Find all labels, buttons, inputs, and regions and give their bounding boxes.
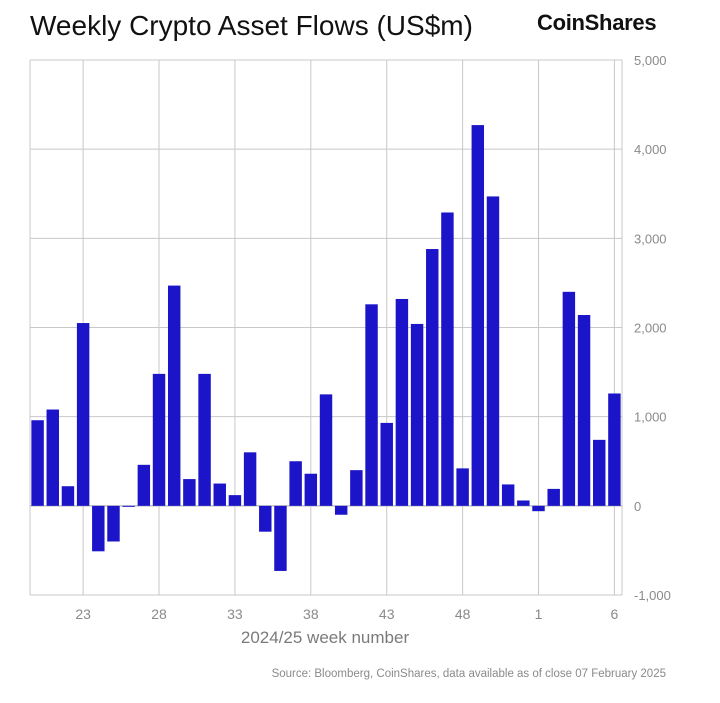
bar: [380, 422, 393, 506]
coinshares-logo: CoinShares: [537, 10, 657, 35]
y-tick-label: 2,000: [634, 321, 667, 336]
bar: [122, 505, 135, 507]
bar: [562, 291, 576, 506]
bar: [410, 323, 424, 506]
bar: [304, 473, 318, 506]
bar: [198, 373, 211, 506]
bar: [228, 495, 242, 506]
chart-title: Weekly Crypto Asset Flows (US$m): [30, 10, 473, 41]
x-tick-label: 1: [535, 606, 543, 622]
y-tick-label: 5,000: [634, 53, 667, 68]
bar: [107, 505, 120, 542]
y-tick-label: 0: [634, 499, 641, 514]
y-tick-label: 4,000: [634, 142, 667, 157]
bar: [365, 304, 378, 506]
bar: [547, 488, 560, 506]
bar: [501, 484, 515, 506]
x-tick-label: 23: [75, 606, 91, 622]
bar: [137, 464, 151, 506]
bar: [289, 461, 302, 506]
bar: [319, 394, 333, 506]
bar: [183, 479, 196, 506]
bar: [486, 196, 500, 506]
bar: [61, 486, 75, 506]
bar: [152, 373, 166, 506]
bar: [441, 212, 454, 506]
x-axis-label: 2024/25 week number: [240, 628, 410, 647]
bar: [76, 323, 90, 506]
x-tick-label: 43: [379, 606, 395, 622]
bar: [426, 249, 439, 506]
source-note: Source: Bloomberg, CoinShares, data avai…: [271, 668, 666, 680]
y-tick-label: -1,000: [634, 588, 671, 603]
bar: [274, 505, 287, 571]
bar: [92, 505, 105, 552]
bar: [471, 125, 485, 506]
x-tick-label: 33: [227, 606, 243, 622]
bar: [456, 468, 469, 506]
bar: [167, 285, 181, 506]
bar: [593, 439, 606, 506]
x-tick-label: 28: [151, 606, 167, 622]
bar: [577, 315, 591, 506]
bar: [608, 393, 621, 506]
bar: [213, 483, 226, 506]
y-tick-label: 3,000: [634, 231, 667, 246]
bar: [31, 420, 44, 506]
bar: [517, 500, 530, 506]
bar: [532, 505, 545, 512]
bar: [350, 470, 363, 506]
x-tick-label: 6: [611, 606, 619, 622]
bar: [334, 505, 348, 515]
x-tick-label: 38: [303, 606, 319, 622]
y-tick-label: 1,000: [634, 410, 667, 425]
bar: [46, 409, 59, 506]
bar: [243, 452, 257, 506]
x-tick-label: 48: [455, 606, 471, 622]
bar: [259, 505, 272, 532]
bar: [395, 298, 409, 506]
